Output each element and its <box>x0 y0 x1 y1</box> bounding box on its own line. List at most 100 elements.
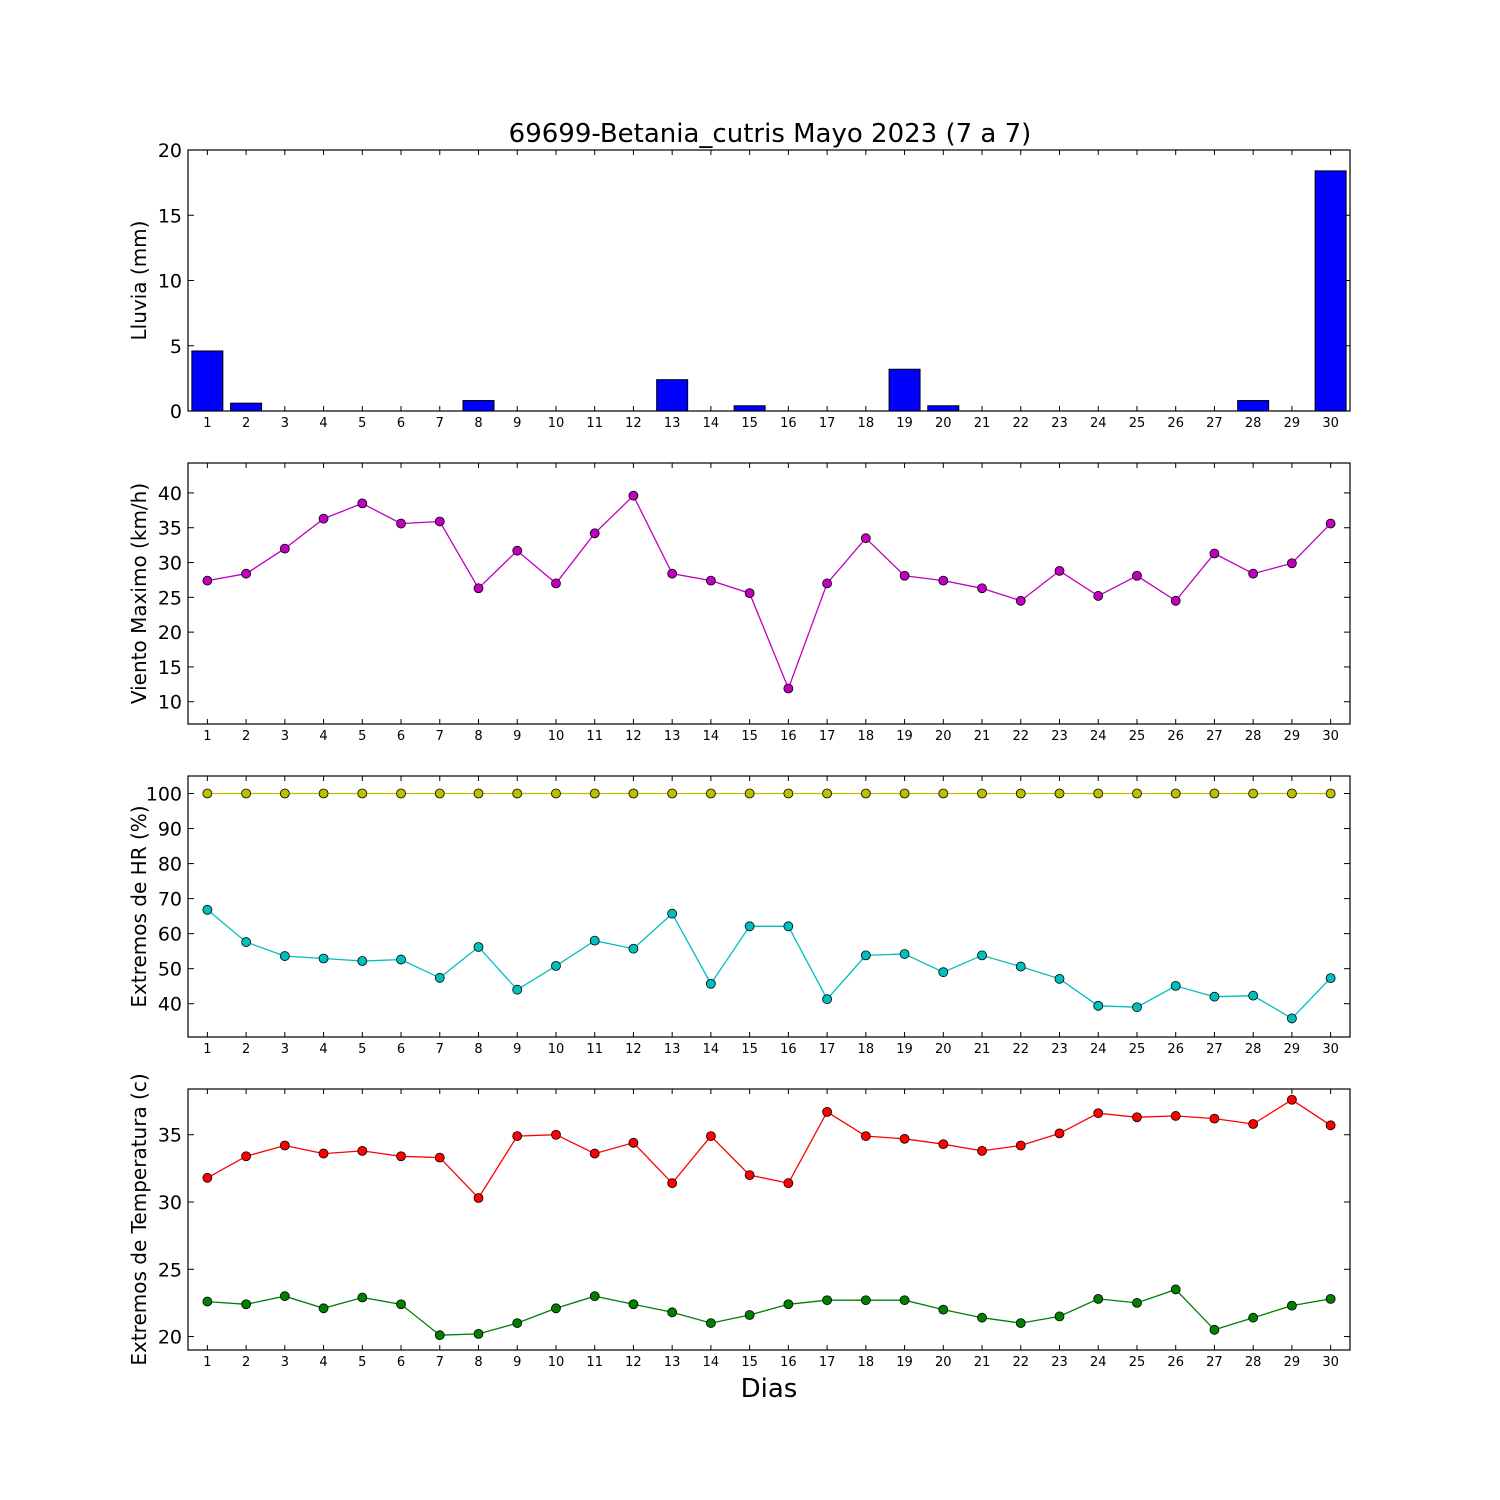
data-point <box>357 788 368 799</box>
data-point <box>551 960 561 971</box>
data-point <box>706 1318 716 1328</box>
data-point <box>1170 595 1181 606</box>
data-point <box>1093 591 1104 601</box>
data-point <box>241 1299 252 1310</box>
data-point <box>551 1303 561 1314</box>
data-point <box>783 921 794 932</box>
x-tick-label: 5 <box>358 1042 366 1057</box>
x-tick-label: 29 <box>1284 729 1301 744</box>
x-tick-label: 28 <box>1245 416 1262 431</box>
x-tick-label: 23 <box>1051 729 1068 744</box>
x-tick-label: 6 <box>397 729 405 744</box>
x-tick-label: 18 <box>858 1042 875 1057</box>
x-tick-label: 19 <box>896 1042 913 1057</box>
data-point <box>512 984 523 995</box>
x-tick-label: 16 <box>780 1042 797 1057</box>
x-tick-label: 10 <box>548 729 565 744</box>
plot-frame <box>187 1088 1351 1351</box>
data-point <box>667 568 678 579</box>
data-point <box>899 1295 910 1306</box>
x-tick-label: 12 <box>625 1355 642 1370</box>
x-tick-label: 27 <box>1206 729 1223 744</box>
data-point <box>1170 788 1181 799</box>
data-point <box>1093 1108 1104 1119</box>
x-tick-label: 3 <box>281 416 289 431</box>
x-tick-label: 4 <box>319 1355 327 1370</box>
data-point <box>822 994 832 1005</box>
x-tick-label: 22 <box>1012 1042 1029 1057</box>
data-point <box>1209 1324 1220 1335</box>
x-tick-label: 14 <box>703 729 720 744</box>
data-point <box>1325 788 1336 799</box>
series-line-1 <box>207 494 1332 691</box>
chart-panel-3: 1 2 3 4 5 6 7 8 9 10 11 12 13 14 15 16 17 18 19 20 21 22 23 24 2… <box>127 775 1351 1057</box>
x-tick-label: 10 <box>548 1042 565 1057</box>
x-tick-label: 7 <box>436 1042 444 1057</box>
data-point <box>744 921 755 932</box>
data-point <box>667 908 678 919</box>
x-tick-label: 5 <box>358 729 366 744</box>
x-tick-label: 8 <box>474 729 482 744</box>
data-point <box>977 583 987 594</box>
data-point <box>1132 788 1142 799</box>
data-point <box>860 1131 871 1141</box>
data-point <box>551 788 561 799</box>
x-tick-label: 20 <box>935 1355 952 1370</box>
x-tick-label: 1 <box>203 1355 211 1370</box>
x-tick-label: 3 <box>281 1042 289 1057</box>
plot-frame <box>187 462 1351 725</box>
y-axis-label: Lluvia (mm) <box>127 221 151 341</box>
data-point <box>512 1131 523 1141</box>
y-tick-label: 90 <box>158 819 182 841</box>
x-tick-label: 21 <box>974 416 991 431</box>
data-point <box>1248 1119 1259 1129</box>
data-point <box>744 588 755 599</box>
x-tick-label: 13 <box>664 416 681 431</box>
data-point <box>860 788 871 799</box>
data-point <box>1132 1298 1142 1308</box>
x-tick-label: 24 <box>1090 729 1107 744</box>
x-tick-label: 5 <box>358 416 366 431</box>
figure-title: 69699-Betania_cutris Mayo 2023 (7 a 7) <box>509 119 1032 149</box>
data-point <box>473 788 484 799</box>
data-point <box>1015 961 1026 972</box>
data-point <box>938 788 949 799</box>
x-tick-label: 17 <box>819 1355 836 1370</box>
x-tick-label: 16 <box>780 1355 797 1370</box>
data-point <box>1209 548 1220 559</box>
y-tick-label: 50 <box>158 959 182 981</box>
data-point <box>1054 788 1065 799</box>
data-point <box>783 1178 794 1189</box>
x-tick-label: 12 <box>625 416 642 431</box>
data-point <box>1325 1293 1336 1304</box>
x-tick-label: 15 <box>741 1355 758 1370</box>
y-axis-label: Extremos de HR (%) <box>127 805 151 1007</box>
data-point <box>899 570 910 581</box>
data-point <box>706 575 716 586</box>
data-point <box>628 788 639 799</box>
x-tick-label: 27 <box>1206 416 1223 431</box>
data-point <box>551 578 561 589</box>
x-tick-label: 18 <box>858 729 875 744</box>
data-point <box>434 1330 445 1341</box>
x-axis-label: Dias <box>741 1374 798 1404</box>
data-point <box>202 575 213 586</box>
data-point <box>1325 518 1336 529</box>
data-point <box>589 788 600 799</box>
x-tick-label: 4 <box>319 729 327 744</box>
data-point <box>706 1131 716 1141</box>
data-point <box>202 904 213 915</box>
rain-bar <box>191 350 224 412</box>
data-point <box>706 788 716 799</box>
series-line-2 <box>206 909 1332 1020</box>
data-point <box>938 575 949 586</box>
x-tick-label: 14 <box>703 1355 720 1370</box>
data-point <box>202 788 213 799</box>
data-point <box>1132 1112 1142 1123</box>
data-point <box>512 788 523 799</box>
data-point <box>822 578 832 589</box>
data-point <box>1015 788 1026 799</box>
x-tick-label: 20 <box>935 416 952 431</box>
data-point <box>977 950 987 961</box>
data-point <box>434 972 445 983</box>
